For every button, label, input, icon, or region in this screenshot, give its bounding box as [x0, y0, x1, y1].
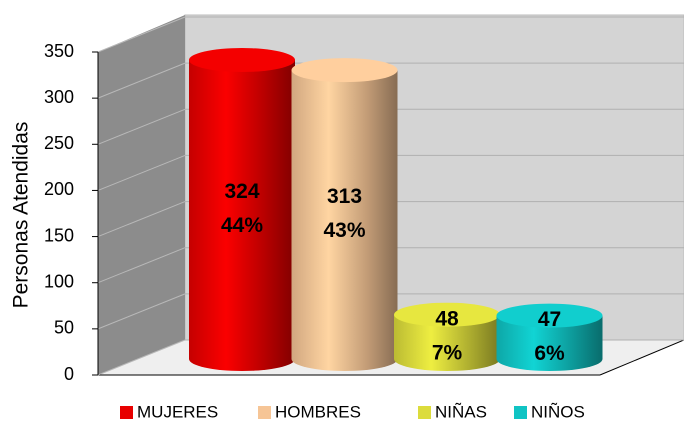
legend-label: MUJERES: [137, 402, 218, 421]
legend-swatch: [418, 406, 431, 419]
bar-top: [291, 58, 398, 83]
grid-line: [97, 154, 186, 191]
grid-line: [97, 293, 186, 330]
grid-line: [97, 62, 186, 99]
percentage-label: 44%: [221, 214, 263, 237]
value-label: 47: [538, 308, 561, 331]
floor-edge: [599, 339, 684, 376]
grid-line: [97, 16, 186, 53]
bar: [189, 47, 295, 371]
bar: [394, 302, 500, 371]
y-tick-label: 150: [44, 225, 74, 245]
y-tick-label: 0: [64, 364, 74, 384]
legend-swatch: [514, 406, 527, 419]
bar-top: [496, 303, 603, 328]
legend-label: NIÑOS: [531, 402, 585, 421]
bar-side: [496, 315, 603, 371]
y-tick-label: 50: [54, 318, 74, 338]
legend-label: HOMBRES: [275, 402, 361, 421]
percentage-label: 6%: [534, 342, 565, 365]
value-label: 48: [435, 307, 459, 330]
legend-swatch: [258, 406, 271, 419]
y-tick-label: 250: [44, 133, 74, 153]
y-tick-label: 100: [44, 271, 74, 291]
value-label: 313: [327, 185, 362, 208]
bar-side: [394, 314, 500, 371]
legend-swatch: [120, 406, 133, 419]
value-label: 324: [224, 180, 259, 203]
bar-side: [189, 59, 295, 371]
grid-line: [97, 247, 186, 284]
bar-side: [291, 70, 398, 371]
bar: [291, 58, 398, 371]
y-tick-label: 300: [44, 87, 74, 107]
y-tick-label: 200: [44, 179, 74, 199]
bar-top: [394, 302, 500, 327]
y-tick-label: 350: [44, 41, 74, 61]
bar: [496, 303, 603, 371]
legend-label: NIÑAS: [435, 402, 487, 421]
grid-line: [97, 339, 186, 376]
y-axis-title: Personas Atendidas: [10, 122, 33, 309]
percentage-label: 43%: [323, 219, 365, 242]
bar-top: [189, 47, 295, 72]
grid-line: [97, 108, 186, 145]
grid-line: [97, 201, 186, 238]
side-wall: [98, 15, 185, 375]
percentage-label: 7%: [432, 341, 463, 364]
